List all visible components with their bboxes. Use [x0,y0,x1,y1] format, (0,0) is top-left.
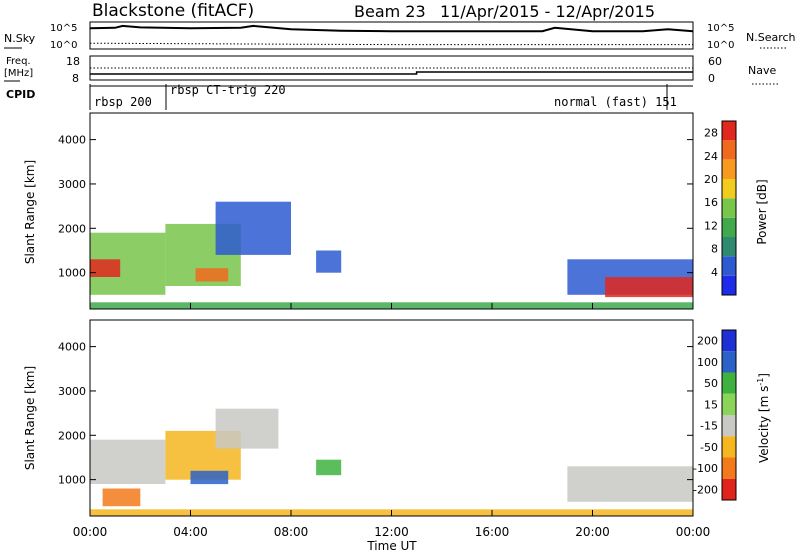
velocity-colorbar: 200 100 50 15 -15 -50 -100 -200 [693,329,737,501]
echo-region [190,470,229,485]
freq-lines [90,67,693,75]
beam-label: Beam 23 [354,2,426,21]
noise-series-line [89,24,694,33]
x-tick-label: 04:00 [173,525,208,539]
echo-region [90,439,166,484]
velocity-colorbar-swatch [722,478,736,501]
power-colorbar-swatch [722,179,736,199]
power-colorbar-tick: 8 [711,243,718,256]
velocity-colorbar-tick: -200 [693,483,718,496]
velocity-colorbar-swatch [722,393,736,416]
y-tick-label: 2000 [58,429,86,442]
y-tick-label: 2000 [58,222,86,235]
velocity-colorbar-frame [721,329,737,501]
power-colorbar-tick: 4 [711,266,718,279]
velocity-colorbar-tick: -50 [700,441,718,454]
power-colorbar-frame [721,120,737,296]
power-colorbar: 4 8 12 16 20 24 28 [704,120,737,296]
velocity-heatmap [90,408,693,516]
echo-region [567,466,693,502]
echo-region [316,459,342,476]
nsearch-label: N.Search [746,31,796,44]
power-colorbar-tick: 16 [704,196,718,209]
velocity-colorbar-tick: 100 [697,356,718,369]
freq-right-tick-bottom: 0 [708,72,715,85]
nsky-label: N.Sky [4,32,36,45]
power-heatmap [90,201,693,309]
y-tick-label: 3000 [58,178,86,191]
echo-region [90,259,121,277]
noise-lines [89,24,694,46]
echo-region [195,268,229,282]
x-tick-label: 12:00 [374,525,409,539]
echo-region [316,250,342,273]
cpid-program-2: normal (fast) 151 [554,95,677,109]
velocity-ylabel: Slant Range [km] [23,366,37,470]
power-colorbar-swatch [722,217,736,237]
station-title: Blackstone (fitACF) [92,1,254,21]
power-colorbar-tick: 24 [704,150,718,163]
power-colorbar-swatch [722,140,736,160]
noise-left-tick-bottom: 10^0 [50,40,77,51]
noise-panel-frame [89,21,694,50]
x-tick-label: 20:00 [575,525,610,539]
echo-region [215,408,279,449]
power-colorbar-tick: 20 [704,173,718,186]
power-ylabel: Slant Range [km] [23,160,37,264]
noise-right-tick-top: 10^5 [707,23,734,34]
velocity-colorbar-swatch [722,372,736,394]
y-tick-label: 3000 [58,385,86,398]
velocity-colorbar-tick: 200 [697,335,718,348]
power-colorbar-swatch [722,275,736,295]
freq-left-tick-bottom: 8 [72,72,79,85]
x-tick-label: 00:00 [73,525,108,539]
power-colorbar-swatch [722,256,736,276]
velocity-colorbar-tick: -15 [700,420,718,433]
y-tick-label: 1000 [58,474,86,487]
power-colorbar-label: Power [dB] [755,179,769,244]
x-tick-label: 00:00 [676,525,711,539]
echo-region [215,201,291,255]
power-colorbar-tick: 12 [704,219,718,232]
freq-left-tick-top: 18 [66,55,80,68]
velocity-colorbar-swatch [722,330,736,352]
echo-region [102,488,141,507]
cpid-program-0: rbsp 200 [94,95,152,109]
freq-series-line [90,71,693,75]
echo-region [605,277,693,298]
freq-right-tick-top: 60 [708,55,722,68]
power-colorbar-swatch [722,121,736,141]
cpid-label: CPID [6,88,35,101]
velocity-colorbar-tick: 15 [704,398,718,411]
cpid-program-1: rbsp CT-trig 220 [170,83,286,97]
y-tick-label: 1000 [58,267,86,280]
velocity-y-axis: 1000 2000 3000 4000 [58,341,693,487]
time-x-axis: 00:00 04:00 08:00 12:00 16:00 20:00 00:00 [73,303,711,539]
power-y-axis: 1000 2000 3000 4000 [58,134,693,280]
velocity-colorbar-tick: -100 [693,462,718,475]
noise-right-tick-bottom: 10^0 [707,40,734,51]
velocity-colorbar-swatch [722,415,736,437]
date-range: 11/Apr/2015 - 12/Apr/2015 [440,2,655,21]
power-colorbar-tick: 28 [704,127,718,140]
nave-label: Nave [748,64,776,77]
power-colorbar-swatch [722,198,736,218]
velocity-colorbar-tick: 50 [704,377,718,390]
y-tick-label: 4000 [58,134,86,147]
noise-series-line [89,42,693,46]
velocity-colorbar-label: Velocity [m s-1] [756,373,771,463]
x-tick-label: 08:00 [274,525,309,539]
y-tick-label: 4000 [58,341,86,354]
velocity-colorbar-swatch [722,457,736,479]
freq-label: Freq. [6,56,31,67]
time-xlabel: Time UT [366,539,417,553]
power-colorbar-swatch [722,237,736,257]
noise-left-tick-top: 10^5 [50,23,77,34]
freq-unit-label: [MHz] [4,68,33,79]
velocity-colorbar-swatch [722,351,736,373]
velocity-colorbar-swatch [722,436,736,458]
x-tick-label: 16:00 [475,525,510,539]
power-colorbar-swatch [722,159,736,179]
